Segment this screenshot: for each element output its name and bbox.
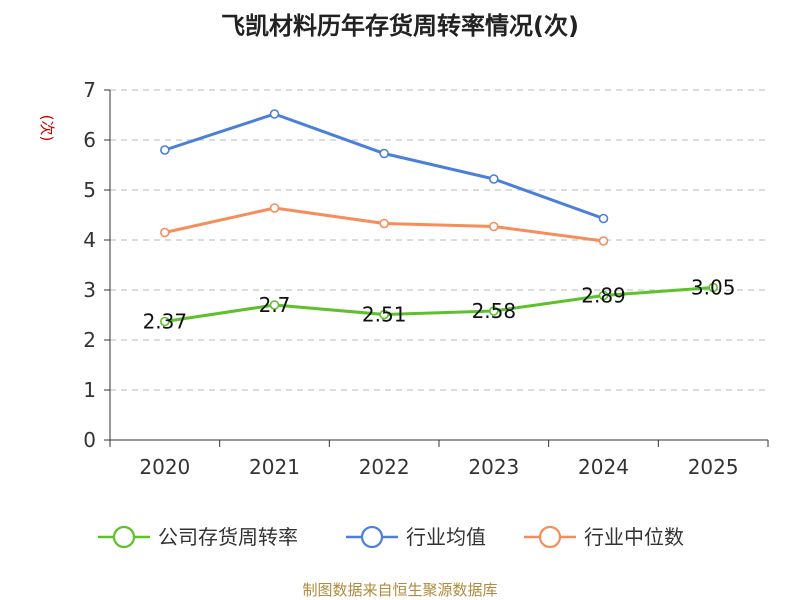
data-label: 2.7 [259, 293, 291, 317]
legend-marker [112, 525, 136, 549]
legend-label: 行业中位数 [584, 525, 684, 549]
x-tick-label: 2024 [578, 455, 629, 479]
y-tick-label: 1 [83, 378, 96, 402]
data-point [708, 282, 718, 293]
x-tick-label: 2020 [139, 455, 190, 479]
y-tick-label: 0 [83, 428, 96, 452]
data-point [160, 316, 170, 327]
data-label: 2.89 [581, 284, 626, 308]
data-point [269, 109, 280, 119]
y-tick-label: 3 [83, 278, 96, 302]
data-point [379, 309, 389, 320]
data-point [489, 174, 499, 184]
data-label: 2.37 [143, 310, 188, 334]
series-line-0 [164, 286, 714, 323]
data-point [489, 221, 499, 232]
x-tick-label: 2025 [688, 455, 739, 479]
legend: 公司存货周转率 行业均值 行业中位数 [98, 525, 684, 549]
data-label: 2.51 [362, 303, 407, 327]
x-tick-label: 2023 [468, 455, 519, 479]
axes: 0 1 2 3 4 5 6 7 2020 2021 2022 2023 2024 2025 [83, 78, 769, 479]
data-point [379, 148, 389, 159]
data-point [489, 306, 499, 316]
data-label: 3.05 [691, 276, 736, 300]
data-point [269, 203, 280, 213]
y-tick-label: 5 [83, 178, 96, 202]
y-tick-label: 6 [83, 128, 96, 152]
series-line-1 [164, 112, 605, 220]
data-labels: 2.37 2.7 2.51 2.58 2.89 3.05 [143, 276, 736, 334]
y-tick-label: 7 [83, 78, 96, 102]
data-point [269, 300, 280, 310]
legend-label: 公司存货周转率 [158, 525, 298, 549]
y-tick-label: 4 [83, 228, 96, 252]
data-point [598, 213, 609, 224]
series-lines [160, 109, 718, 327]
data-point [598, 290, 609, 301]
x-tick-label: 2022 [359, 455, 410, 479]
legend-marker [360, 525, 384, 549]
data-point [160, 145, 170, 155]
chart-title: 飞凯材料历年存货周转率情况(次) [221, 12, 579, 40]
y-tick-label: 2 [83, 328, 96, 352]
data-point [160, 227, 170, 238]
legend-label: 行业均值 [406, 525, 486, 549]
data-point [379, 218, 389, 229]
data-label: 2.58 [472, 299, 517, 323]
x-tick-label: 2021 [249, 455, 300, 479]
source-note: 制图数据来自恒生聚源数据库 [302, 581, 497, 599]
legend-marker [538, 525, 562, 549]
data-point [598, 236, 609, 246]
y-axis-label: (次) [38, 115, 56, 142]
